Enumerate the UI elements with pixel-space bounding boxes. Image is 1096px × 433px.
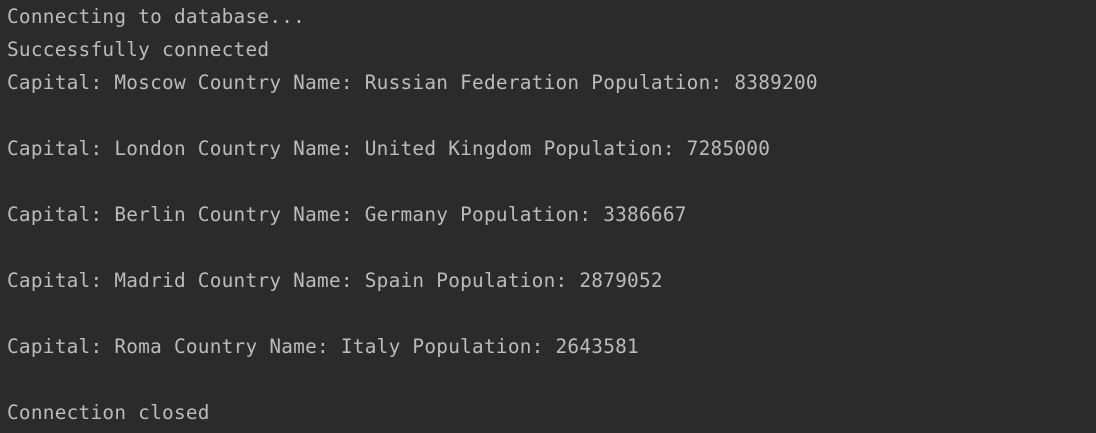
console-line-blank	[7, 231, 1096, 264]
console-line-blank	[7, 363, 1096, 396]
console-line-blank	[7, 99, 1096, 132]
console-line-madrid: Capital: Madrid Country Name: Spain Popu…	[7, 269, 663, 292]
console-line-blank	[7, 165, 1096, 198]
console-line-moscow: Capital: Moscow Country Name: Russian Fe…	[7, 71, 818, 94]
console-line-closed: Connection closed	[7, 401, 210, 424]
console-line-blank	[7, 297, 1096, 330]
console-line-roma: Capital: Roma Country Name: Italy Popula…	[7, 335, 639, 358]
console-line-berlin: Capital: Berlin Country Name: Germany Po…	[7, 203, 687, 226]
console-line-connected: Successfully connected	[7, 38, 270, 61]
console-line-connecting: Connecting to database...	[7, 5, 306, 28]
console-line-london: Capital: London Country Name: United Kin…	[7, 137, 771, 160]
